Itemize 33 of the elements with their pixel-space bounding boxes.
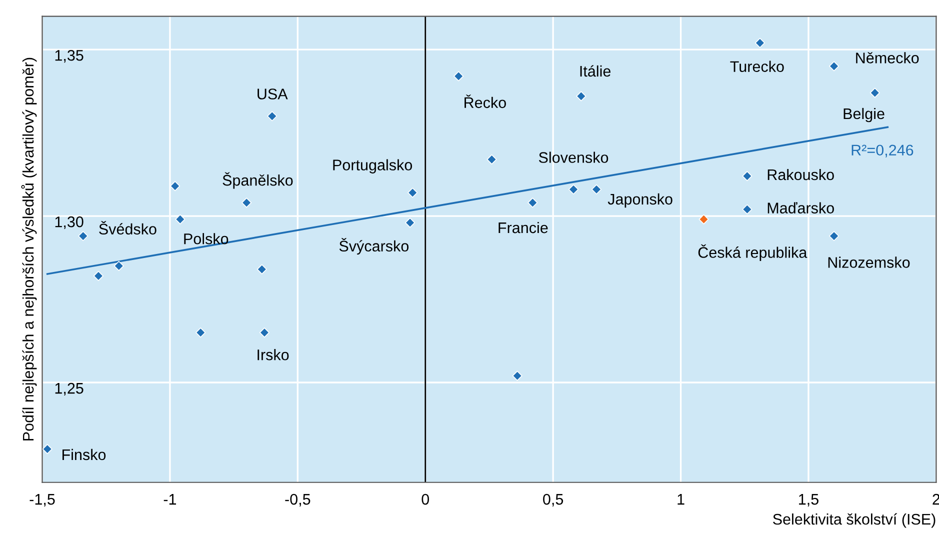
- annotation: R²=0,246: [852, 144, 914, 158]
- x-tick-label: -0,5: [285, 494, 310, 507]
- annotation: Slovensko: [538, 152, 608, 163]
- annotation: Belgie: [844, 108, 884, 122]
- annotation: Japonsko: [608, 193, 672, 208]
- annotation: Finsko: [62, 448, 106, 460]
- annotation: Irsko: [258, 349, 289, 360]
- y-tick-label: 1,35: [55, 50, 84, 63]
- annotation: Portugalsko: [333, 159, 412, 174]
- x-tick-label: -1: [164, 494, 176, 505]
- x-tick-label: 0,5: [543, 494, 564, 507]
- annotation: Švédsko: [99, 221, 156, 235]
- y-axis-title: Podíl nejlepších a nejhorších výsledků (kvartilový poměr): [21, 58, 37, 440]
- annotation: Španělsko: [222, 172, 293, 189]
- annotation: Turecko: [730, 60, 784, 72]
- annotation: Švýcarsko: [339, 238, 409, 255]
- y-tick-label: 1,30: [55, 216, 84, 230]
- annotation: Polsko: [184, 233, 228, 244]
- annotation: USA: [258, 88, 288, 100]
- annotation: Rakousko: [768, 168, 834, 180]
- x-axis-title: Selektivita školství (ISE): [773, 513, 936, 528]
- annotation: Nizozemsko: [828, 256, 910, 268]
- x-tick-label: 0: [422, 494, 430, 505]
- annotation: Itálie: [580, 65, 611, 77]
- annotation: Německo: [856, 52, 919, 64]
- annotation: Maďarsko: [768, 202, 834, 214]
- annotation: Francie: [498, 222, 548, 234]
- x-tick-label: -1,5: [30, 494, 55, 507]
- x-tick-label: 1: [678, 494, 684, 505]
- y-tick-label: 1,25: [55, 382, 84, 396]
- annotation: Řecko: [464, 94, 506, 108]
- x-tick-label: 1,5: [799, 494, 818, 507]
- annotation: Česká republika: [698, 244, 808, 261]
